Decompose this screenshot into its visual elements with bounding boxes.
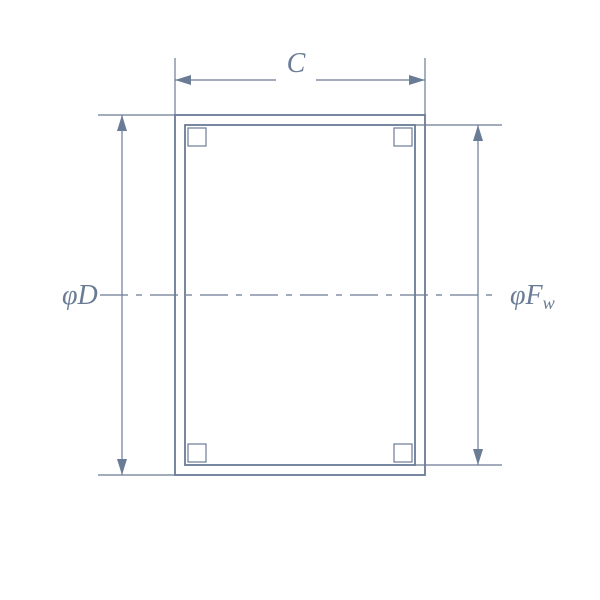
technical-drawing: CφD φFw bbox=[0, 0, 600, 600]
corner-box-tl bbox=[188, 128, 206, 146]
corner-box-bl bbox=[188, 444, 206, 462]
corner-box-tr bbox=[394, 128, 412, 146]
dim-d-label: φD bbox=[62, 280, 98, 311]
corner-box-br bbox=[394, 444, 412, 462]
dim-c-label: C bbox=[287, 48, 306, 79]
dim-fw-label: φFw bbox=[510, 280, 555, 313]
